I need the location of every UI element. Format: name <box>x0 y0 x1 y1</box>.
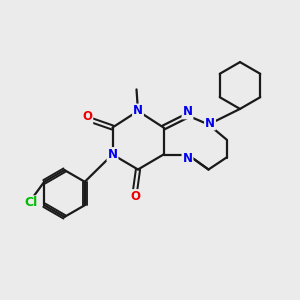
Text: N: N <box>205 116 215 130</box>
Text: O: O <box>82 110 92 124</box>
Text: N: N <box>182 152 193 165</box>
Text: N: N <box>133 104 143 118</box>
Text: Cl: Cl <box>24 196 38 209</box>
Text: N: N <box>182 105 193 119</box>
Text: N: N <box>107 148 118 161</box>
Text: O: O <box>130 190 140 203</box>
